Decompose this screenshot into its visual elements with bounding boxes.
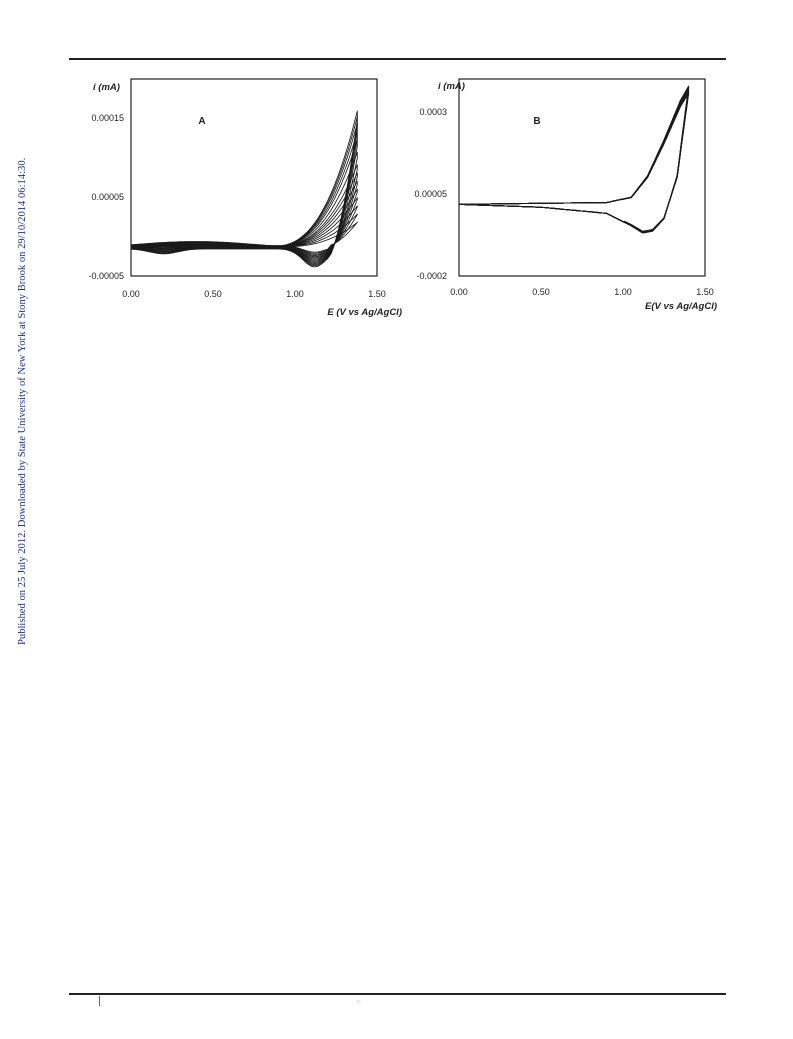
panel-a: i (mA) A E (V vs Ag/AgCl) 0.00 0.50 1.00…: [88, 78, 402, 318]
panel-a-y-tick-label: -0.00005: [88, 271, 124, 281]
footer-mark: ○: [356, 997, 361, 1006]
panel-b-y-tick-label: 0.00005: [414, 189, 447, 199]
panel-a-y-tick-label: 0.00015: [91, 113, 124, 123]
footer-tick: [99, 996, 100, 1006]
panel-b-x-tick-label: 1.00: [614, 287, 632, 297]
panel-b-xlabel: E(V vs Ag/AgCl): [645, 301, 717, 312]
panel-a-xlabel: E (V vs Ag/AgCl): [327, 307, 402, 318]
panel-a-x-tick-label: 0.50: [204, 289, 222, 299]
panel-b-label: B: [533, 116, 540, 127]
panel-b: i (mA) B E(V vs Ag/AgCl) 0.00 0.50 1.00 …: [414, 78, 717, 312]
panel-a-x-tick-label: 1.50: [368, 289, 386, 299]
panel-b-ylabel: i (mA): [438, 81, 465, 92]
panel-a-y-tick-label: 0.00005: [91, 192, 124, 202]
panel-a-label: A: [198, 116, 205, 127]
footer-rule: [69, 993, 726, 995]
panel-b-x-tick-label: 0.50: [532, 287, 550, 297]
panel-b-x-tick-label: 0.00: [450, 287, 468, 297]
header-rule: [69, 58, 726, 60]
panel-a-ylabel: i (mA): [93, 82, 120, 93]
panel-a-plot-frame: [130, 78, 378, 277]
panel-b-curves: [458, 85, 690, 234]
panel-a-cycle-curve: [130, 110, 358, 268]
cyclic-voltammetry-figure: i (mA) A E (V vs Ag/AgCl) 0.00 0.50 1.00…: [88, 78, 717, 318]
panel-a-curves: [130, 110, 358, 268]
panel-b-y-tick-label: -0.0002: [416, 271, 447, 281]
panel-b-cycle-curve: [458, 85, 690, 234]
panel-a-x-tick-label: 0.00: [122, 289, 140, 299]
panel-a-x-tick-label: 1.00: [286, 289, 304, 299]
panel-b-x-tick-label: 1.50: [696, 287, 714, 297]
panel-b-cycle-curve: [458, 86, 690, 234]
panel-b-y-tick-label: 0.0003: [419, 107, 447, 117]
panel-b-plot-frame: [458, 78, 706, 277]
